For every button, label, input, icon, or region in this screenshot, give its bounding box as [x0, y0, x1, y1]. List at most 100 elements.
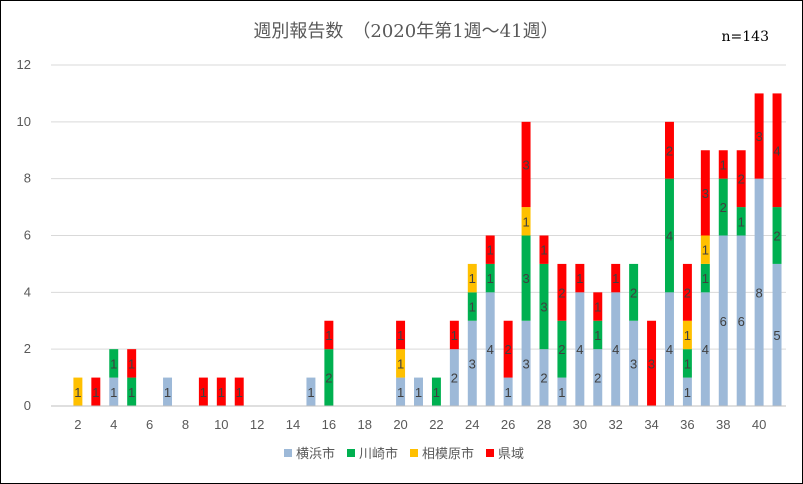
data-label: 5 [773, 328, 780, 343]
bar-segment [557, 377, 567, 406]
x-tick-label: 16 [322, 417, 336, 432]
legend-swatch [410, 449, 418, 457]
bar-segment [485, 263, 495, 293]
y-tick-label: 4 [24, 284, 31, 299]
data-label: 2 [505, 342, 512, 357]
x-tick-label: 38 [716, 417, 730, 432]
data-label: 6 [720, 314, 727, 329]
data-label: 1 [505, 385, 512, 400]
legend-label: 相模原市 [422, 446, 474, 461]
y-tick-label: 0 [24, 398, 31, 413]
legend-label: 県域 [498, 446, 524, 461]
x-axis-ticks: 2 4 6 8 10 12 14 16 18 20 22 24 26 28 30 32 34 36 38 40 [74, 417, 766, 432]
bar-segment [772, 93, 782, 208]
data-label: 1 [594, 300, 601, 315]
data-label: 1 [433, 385, 440, 400]
bar-segment [682, 349, 692, 378]
data-label: 4 [773, 143, 780, 158]
data-label: 1 [702, 271, 709, 286]
bar-segment [73, 377, 83, 406]
data-label: 1 [92, 385, 99, 400]
data-label: 1 [702, 243, 709, 258]
data-label: 2 [540, 371, 547, 386]
legend-label: 川崎市 [359, 446, 398, 461]
bar-segment [700, 263, 710, 293]
data-label: 4 [666, 229, 673, 244]
data-label: 2 [558, 285, 565, 300]
x-tick-label: 36 [680, 417, 694, 432]
data-label: 1 [684, 385, 691, 400]
bar-segment [485, 235, 495, 264]
bar-segment [682, 263, 692, 321]
legend-label: 横浜市 [296, 446, 335, 461]
x-tick-label: 6 [146, 417, 153, 432]
bar-segment [575, 263, 585, 293]
bar-segment [127, 377, 137, 406]
bar-segment [449, 349, 459, 406]
bar-segment [198, 377, 208, 406]
bar-segment [718, 178, 728, 236]
data-label: 3 [469, 356, 476, 371]
data-label: 1 [469, 271, 476, 286]
data-label: 1 [451, 328, 458, 343]
data-label: 1 [487, 243, 494, 258]
bar-segment [109, 377, 119, 406]
data-label: 2 [738, 172, 745, 187]
bar-segment [539, 263, 549, 350]
data-label: 1 [720, 157, 727, 172]
data-label: 1 [128, 356, 135, 371]
bar-segment [467, 320, 477, 406]
bar-segment [682, 377, 692, 406]
bar-segment [718, 235, 728, 406]
data-label: 3 [540, 300, 547, 315]
bar-segment [700, 150, 710, 236]
x-tick-label: 20 [393, 417, 407, 432]
data-label: 1 [110, 385, 117, 400]
data-label: 1 [558, 385, 565, 400]
data-label: 4 [702, 342, 709, 357]
data-label: 1 [236, 385, 243, 400]
legend-swatch [486, 449, 494, 457]
x-tick-label: 28 [537, 417, 551, 432]
bar-segment [396, 377, 406, 406]
data-label: 3 [702, 186, 709, 201]
data-label: 2 [325, 371, 332, 386]
chart-title: 週別報告数 （2020年第1週～41週） [253, 21, 558, 42]
x-tick-label: 10 [214, 417, 228, 432]
bar-segment [772, 207, 782, 264]
bar-segment [718, 150, 728, 179]
data-label: 1 [612, 271, 619, 286]
legend: 横浜市 川崎市 相模原市 県域 [284, 446, 524, 461]
bar-segment [216, 377, 226, 406]
bar-segment [521, 235, 531, 321]
data-label: 4 [487, 342, 494, 357]
bar-segment [754, 178, 764, 406]
data-label: 1 [164, 385, 171, 400]
y-tick-label: 2 [24, 341, 31, 356]
bar-segment [700, 235, 710, 264]
x-tick-label: 8 [182, 417, 189, 432]
bar-segment [611, 292, 621, 406]
bar-segment [647, 320, 657, 406]
data-label: 1 [397, 328, 404, 343]
bar-segment [163, 377, 173, 406]
bar-segment [593, 320, 603, 350]
data-label: 3 [648, 356, 655, 371]
data-label: 1 [684, 328, 691, 343]
bar-segment [664, 121, 674, 179]
bar-segment [521, 207, 531, 236]
bar-segment [91, 377, 101, 406]
bar-segment [754, 93, 764, 179]
data-label: 2 [666, 143, 673, 158]
data-label: 2 [684, 285, 691, 300]
data-label: 3 [522, 356, 529, 371]
data-label: 4 [576, 342, 583, 357]
legend-swatch [284, 449, 292, 457]
bar-segment [306, 377, 316, 406]
data-label: 3 [755, 129, 762, 144]
data-label: 1 [738, 214, 745, 229]
bar-segment [521, 121, 531, 208]
